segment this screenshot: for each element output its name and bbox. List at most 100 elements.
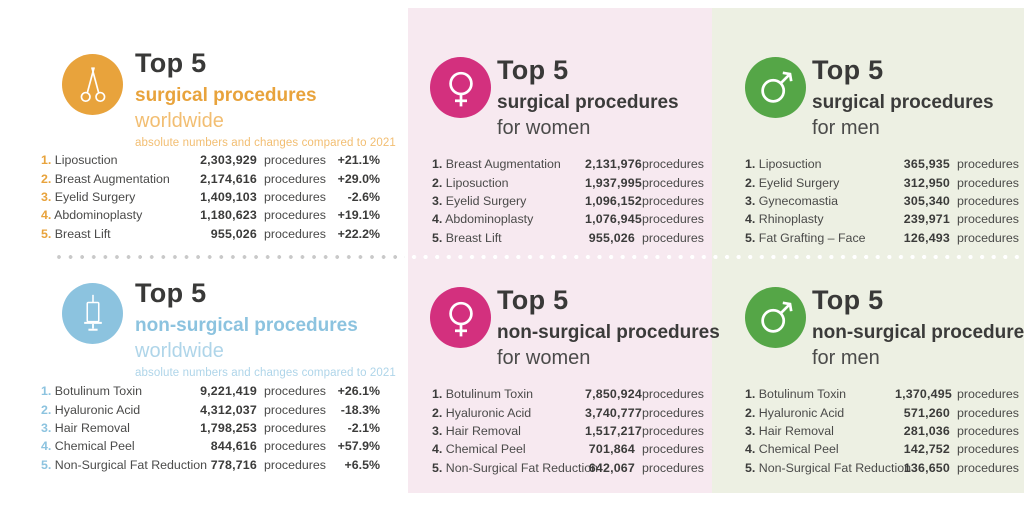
row-change: +6.5% bbox=[344, 457, 380, 472]
row-procedure-name: Liposuction bbox=[445, 175, 509, 190]
row-count: 239,971 bbox=[903, 212, 950, 227]
row-procedure-name: Eyelid Surgery bbox=[445, 193, 527, 208]
row-change: +29.0% bbox=[337, 171, 380, 186]
row-rank: 2. bbox=[745, 405, 756, 420]
row-unit: procedures bbox=[264, 457, 326, 472]
row-rank: 4. bbox=[41, 208, 52, 223]
row-count: 9,221,419 bbox=[200, 384, 257, 399]
row-unit: procedures bbox=[642, 212, 704, 227]
row-count: 142,752 bbox=[903, 442, 950, 457]
row-count: 1,076,945 bbox=[585, 212, 642, 227]
male-icon bbox=[745, 57, 806, 118]
row-count: 305,340 bbox=[903, 193, 950, 208]
table-row: 1. Botulinum Toxin 9,221,419 procedures … bbox=[41, 382, 380, 400]
row-procedure-name: Botulinum Toxin bbox=[54, 384, 143, 399]
row-rank: 4. bbox=[432, 442, 443, 457]
panel-note: absolute numbers and changes compared to… bbox=[135, 367, 396, 379]
row-procedure-name: Hair Removal bbox=[445, 423, 521, 438]
row-rank: 1. bbox=[745, 157, 756, 172]
row-unit: procedures bbox=[642, 460, 704, 475]
row-count: 2,174,616 bbox=[200, 171, 257, 186]
panel-title: Top 5 bbox=[135, 278, 207, 308]
procedures-table: 1. Liposuction 365,935 procedures 2. Eye… bbox=[745, 155, 1019, 247]
procedures-table: 1. Botulinum Toxin 9,221,419 procedures … bbox=[41, 382, 380, 474]
panel-subtitle: non-surgical procedures bbox=[812, 322, 1024, 343]
row-rank: 2. bbox=[432, 175, 443, 190]
table-row: 4. Chemical Peel 142,752 procedures bbox=[745, 440, 1019, 458]
row-procedure-name: Abdominoplasty bbox=[54, 208, 143, 223]
table-row: 3. Hair Removal 1,798,253 procedures -2.… bbox=[41, 419, 380, 437]
row-change: +57.9% bbox=[337, 439, 380, 454]
table-row: 5. Non-Surgical Fat Reduction 136,650 pr… bbox=[745, 459, 1019, 477]
table-row: 5. Breast Lift 955,026 procedures +22.2% bbox=[41, 225, 380, 243]
row-change: +22.2% bbox=[337, 226, 380, 241]
row-count: 778,716 bbox=[210, 457, 257, 472]
row-procedure-name: Breast Lift bbox=[54, 226, 111, 241]
row-count: 844,616 bbox=[210, 439, 257, 454]
row-unit: procedures bbox=[642, 175, 704, 190]
table-row: 3. Eyelid Surgery 1,096,152 procedures bbox=[432, 192, 704, 210]
panel-title: Top 5 bbox=[497, 285, 569, 315]
row-change: +26.1% bbox=[337, 384, 380, 399]
panel-subtitle: non-surgical procedures bbox=[497, 322, 720, 343]
row-change: +21.1% bbox=[337, 153, 380, 168]
row-change: -2.1% bbox=[347, 420, 380, 435]
panel-subtitle: non-surgical procedures bbox=[135, 315, 358, 336]
row-unit: procedures bbox=[264, 420, 326, 435]
panel-note: absolute numbers and changes compared to… bbox=[135, 137, 396, 149]
row-unit: procedures bbox=[642, 193, 704, 208]
row-rank: 5. bbox=[745, 460, 756, 475]
row-unit: procedures bbox=[957, 157, 1019, 172]
table-row: 1. Breast Augmentation 2,131,976 procedu… bbox=[432, 155, 704, 173]
panel-title: Top 5 bbox=[812, 55, 884, 85]
row-rank: 2. bbox=[745, 175, 756, 190]
table-row: 4. Chemical Peel 844,616 procedures +57.… bbox=[41, 437, 380, 455]
row-rank: 2. bbox=[41, 171, 52, 186]
row-procedure-name: Hair Removal bbox=[758, 423, 834, 438]
row-change: +19.1% bbox=[337, 208, 380, 223]
panel-subtitle: surgical procedures bbox=[812, 92, 994, 113]
row-procedure-name: Chemical Peel bbox=[445, 442, 526, 457]
panel-title: Top 5 bbox=[135, 48, 207, 78]
row-procedure-name: Hyaluronic Acid bbox=[445, 405, 532, 420]
female-icon bbox=[430, 287, 491, 348]
row-procedure-name: Breast Lift bbox=[445, 230, 502, 245]
row-procedure-name: Eyelid Surgery bbox=[758, 175, 840, 190]
row-count: 7,850,924 bbox=[585, 387, 642, 402]
female-icon bbox=[430, 57, 491, 118]
row-count: 126,493 bbox=[903, 230, 950, 245]
row-count: 1,180,623 bbox=[200, 208, 257, 223]
row-rank: 3. bbox=[745, 193, 756, 208]
row-unit: procedures bbox=[957, 423, 1019, 438]
row-rank: 1. bbox=[745, 387, 756, 402]
row-unit: procedures bbox=[642, 157, 704, 172]
row-rank: 3. bbox=[41, 189, 52, 204]
row-procedure-name: Hair Removal bbox=[54, 420, 130, 435]
table-row: 3. Hair Removal 281,036 procedures bbox=[745, 422, 1019, 440]
row-count: 136,650 bbox=[903, 460, 950, 475]
row-count: 571,260 bbox=[903, 405, 950, 420]
row-procedure-name: Chemical Peel bbox=[54, 439, 135, 454]
row-unit: procedures bbox=[642, 423, 704, 438]
row-rank: 5. bbox=[41, 226, 52, 241]
row-procedure-name: Abdominoplasty bbox=[445, 212, 534, 227]
row-unit: procedures bbox=[957, 175, 1019, 190]
row-rank: 3. bbox=[432, 193, 443, 208]
table-row: 2. Liposuction 1,937,995 procedures bbox=[432, 173, 704, 191]
row-procedure-name: Liposuction bbox=[54, 153, 118, 168]
row-unit: procedures bbox=[264, 439, 326, 454]
panel-subtitle: surgical procedures bbox=[135, 85, 317, 106]
table-row: 5. Breast Lift 955,026 procedures bbox=[432, 229, 704, 247]
table-row: 3. Gynecomastia 305,340 procedures bbox=[745, 192, 1019, 210]
panel-scope: for men bbox=[812, 117, 880, 139]
row-rank: 4. bbox=[432, 212, 443, 227]
table-row: 2. Hyaluronic Acid 3,740,777 procedures bbox=[432, 403, 704, 421]
row-rank: 1. bbox=[432, 387, 443, 402]
dotted-divider-white bbox=[410, 253, 1024, 261]
row-count: 1,409,103 bbox=[200, 189, 257, 204]
row-unit: procedures bbox=[957, 405, 1019, 420]
row-count: 281,036 bbox=[903, 423, 950, 438]
panel-title: Top 5 bbox=[812, 285, 884, 315]
table-row: 4. Chemical Peel 701,864 procedures bbox=[432, 440, 704, 458]
table-row: 3. Eyelid Surgery 1,409,103 procedures -… bbox=[41, 188, 380, 206]
